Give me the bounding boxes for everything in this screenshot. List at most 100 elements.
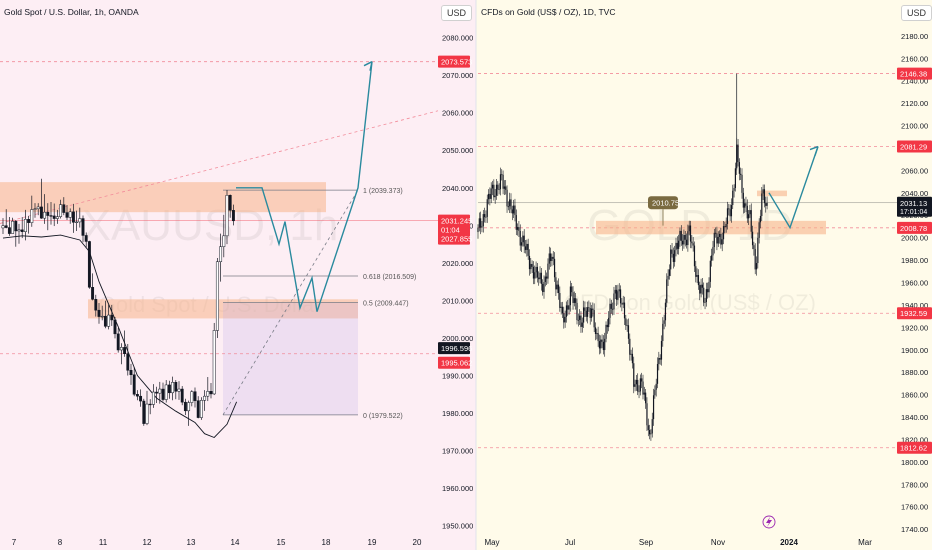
right-candle-body [507, 206, 509, 208]
right-candle-body [642, 381, 644, 395]
right-candle-body [618, 289, 620, 292]
left-candle-body [113, 319, 117, 335]
left-candle-body [209, 391, 213, 395]
right-candle-body [660, 340, 663, 360]
left-candle-body [46, 211, 50, 216]
right-candle-body [709, 260, 711, 282]
right-candle-body [622, 302, 624, 305]
right-candle-body [683, 234, 685, 245]
right-candle-body [738, 162, 740, 174]
left-x-tick-label: 11 [99, 538, 108, 547]
right-candle-body [666, 279, 668, 303]
left-currency-button[interactable]: USD [441, 5, 473, 21]
right-y-tick-label: 2160.00 [901, 54, 928, 63]
right-candle-body [762, 189, 764, 194]
left-candle-body [65, 212, 69, 218]
right-candle-body [705, 289, 707, 303]
right-candle-body [758, 222, 760, 238]
right-candle-body [592, 308, 594, 311]
right-candle-body [505, 186, 507, 190]
left-candle-body [30, 209, 34, 223]
right-candle-body [501, 174, 503, 176]
right-candle-body [623, 302, 626, 319]
right-y-tick-label: 2140.00 [901, 77, 928, 86]
right-candle-body [717, 236, 719, 244]
right-y-tick-label: 1800.00 [901, 458, 928, 467]
left-fib-zone [223, 302, 358, 415]
left-candle-body [110, 314, 114, 321]
right-candle-body [744, 203, 746, 208]
right-candle-body [753, 245, 755, 250]
right-candle-body [534, 272, 536, 279]
left-candle-body [68, 211, 72, 218]
left-candle-body [190, 391, 194, 403]
right-candle-body [573, 298, 575, 303]
left-candle-body [107, 314, 111, 327]
left-y-tick-label: 2060.000 [442, 109, 473, 118]
right-x-tick-label: Nov [711, 538, 725, 547]
right-candle-body [629, 338, 631, 355]
left-candle-body [23, 219, 27, 232]
right-y-tick-label: 1740.00 [901, 525, 928, 534]
right-candle-body [536, 266, 538, 278]
right-candle-body [745, 203, 747, 206]
right-candle-body [633, 363, 635, 387]
right-candle-body [577, 319, 579, 321]
left-candle-body [212, 330, 216, 395]
right-candle-body [485, 216, 487, 218]
left-ask-price-label: 2027.855 [441, 235, 472, 244]
right-chart-title: CFDs on Gold (US$ / OZ), 1D, TVC [481, 7, 616, 17]
right-bottom-price-tag-box [897, 441, 932, 454]
right-candle-body [634, 384, 636, 387]
left-candle-body [132, 374, 136, 395]
left-candle-body [81, 218, 85, 236]
right-candle-body [635, 379, 637, 385]
right-candle-body [646, 403, 648, 426]
right-candle-body [691, 241, 693, 244]
right-candle-body [491, 184, 494, 189]
right-currency-button[interactable]: USD [901, 5, 932, 21]
left-candle-body [126, 353, 130, 371]
left-x-tick-label: 13 [187, 538, 196, 547]
right-candle-body [724, 226, 726, 228]
right-candle-body [535, 266, 537, 273]
left-candle-body [123, 347, 127, 354]
left-candle-body [59, 204, 63, 217]
left-candle-body [215, 261, 219, 331]
right-candle-body [670, 249, 672, 270]
right-candle-body [716, 233, 718, 244]
right-candle-body [639, 378, 641, 392]
left-candle-body [222, 235, 226, 247]
left-x-tick-label: 12 [143, 538, 152, 547]
right-candle-body [580, 315, 582, 327]
right-candle-body [538, 277, 540, 280]
right-candle-body [626, 325, 628, 327]
right-candle-body [649, 430, 651, 435]
left-candle-body [193, 391, 197, 401]
left-candle-body [135, 394, 139, 397]
right-candle-body [730, 205, 733, 217]
right-candle-body [522, 235, 524, 243]
right-candle-body [515, 215, 517, 230]
left-candle-body [174, 382, 178, 392]
right-projection-arrowhead [809, 145, 819, 156]
right-candle-body [676, 242, 678, 249]
right-candle-body [625, 318, 627, 326]
right-candle-body [679, 230, 681, 241]
left-candle-body [228, 195, 232, 211]
right-candle-body [608, 317, 610, 328]
right-candle-body [722, 226, 725, 240]
right-resistance-zone [596, 220, 826, 235]
right-y-tick-label: 1980.00 [901, 256, 928, 265]
right-candle-body [638, 391, 640, 393]
right-candle-body [726, 208, 729, 224]
right-candle-body [734, 168, 736, 188]
right-candle-body [526, 243, 528, 250]
right-candle-body [652, 395, 655, 420]
right-candle-body [741, 174, 743, 193]
right-candle-body [707, 289, 709, 293]
left-candle-body [164, 384, 168, 400]
right-candle-body [600, 339, 602, 349]
right-candle-body [588, 307, 590, 309]
left-level-b-tag: 1995.062 [441, 359, 472, 368]
